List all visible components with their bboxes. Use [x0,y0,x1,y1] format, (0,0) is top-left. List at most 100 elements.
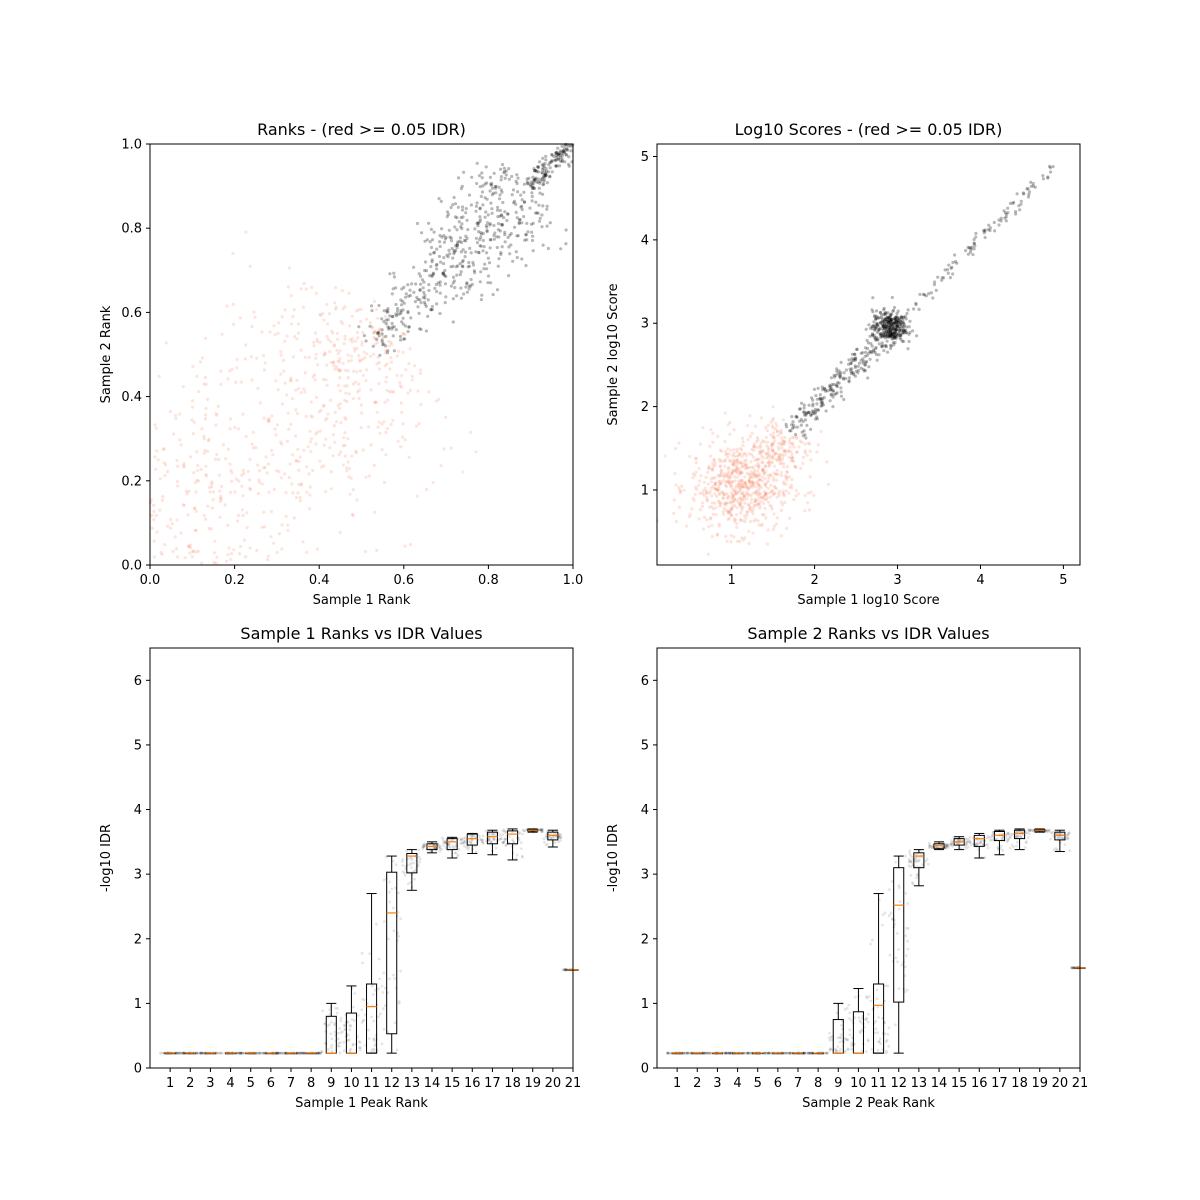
sample1-point [474,850,478,854]
ranks-point [401,332,405,336]
scores-point [816,408,820,412]
scores-point [718,474,722,479]
scores-point [781,491,785,495]
ranks-point [266,558,270,562]
sample1-box-11 [366,893,378,1054]
ranks-point [471,263,476,267]
ranks-point [358,369,363,373]
ranks-point [190,418,194,422]
scores-point [866,376,870,380]
ranks-point [519,205,523,209]
scores-point [850,370,854,374]
scores-point [745,490,749,494]
ranks-point [202,382,206,386]
sample1-point [564,968,567,972]
ranks-point [240,508,244,512]
sample2-point [881,923,884,927]
ranks-point [289,322,294,326]
ranks-point [392,325,396,329]
scores-point [889,346,893,351]
scores-point [711,476,715,480]
scores-point [864,327,868,331]
sample1-point [317,1051,321,1055]
ranks-point [375,331,380,335]
ranks-point [475,221,479,225]
sample1-point [276,1051,279,1055]
ranks-point [479,298,483,302]
ranks-point [462,292,466,296]
ranks-point [173,535,177,539]
ranks-point [273,333,277,337]
ranks-point [333,301,337,305]
sample2-point [848,1028,852,1032]
ranks-point [388,314,392,318]
scores-point [717,479,721,484]
scores-point [1006,206,1010,210]
scores-point [745,462,749,466]
scores-point [764,456,769,460]
ranks-point [378,328,382,332]
sample1-point [330,1043,334,1047]
scores-point [934,288,938,292]
scores-point [801,455,806,459]
ranks-point [423,260,428,264]
ranks-point [153,423,157,427]
scores-point [879,335,883,339]
ranks-point [417,272,421,276]
scores-point [701,426,705,430]
scores-point [813,417,818,421]
scores-point [850,359,854,363]
scores-point [743,452,747,456]
ranks-point [560,157,564,161]
sample1-point [540,828,544,832]
scores-point [724,502,728,507]
scores-point [852,357,856,361]
scores-point [732,497,736,501]
scores-point [792,423,796,427]
ranks-point [430,238,435,242]
scores-point [733,497,737,501]
ranks-point [313,378,317,382]
scores-point [1051,165,1055,169]
scores-point [1015,192,1019,196]
scores-point [838,374,843,378]
scores-point [766,453,770,457]
scores-point [723,459,727,463]
sample1-point [410,856,413,859]
scores-point [847,362,851,366]
scores-point [743,536,747,540]
ranks-point [357,354,361,358]
sample1-point [499,837,503,841]
scores-point [738,539,742,544]
sample1-point [258,1051,262,1055]
scores-point [894,323,898,327]
scores-point [868,334,872,338]
scores-point [875,322,879,326]
sample1-point [382,971,386,975]
scores-point [772,512,776,516]
scores-point [730,513,734,518]
ranks-point [423,268,427,273]
scores-point [692,498,696,502]
scores-point [908,319,912,323]
scores-point [731,480,735,484]
ranks-point [214,412,218,416]
scores-point [972,241,976,245]
ranks-point [435,262,439,266]
ranks-point [397,349,401,353]
ranks-point [482,245,486,249]
ranks-point [432,251,436,255]
scores-point [836,372,840,376]
scores-point [883,316,887,321]
ranks-point [216,404,220,409]
ranks-point [467,260,471,265]
ranks-point [350,512,354,517]
ranks-point [559,152,564,156]
sample1-point [519,841,523,845]
ranks-point [466,265,470,269]
scores-point [875,321,879,325]
scores-point [763,482,768,486]
scores-point [772,491,776,495]
ranks-point [478,220,482,224]
scores-point [864,360,868,365]
